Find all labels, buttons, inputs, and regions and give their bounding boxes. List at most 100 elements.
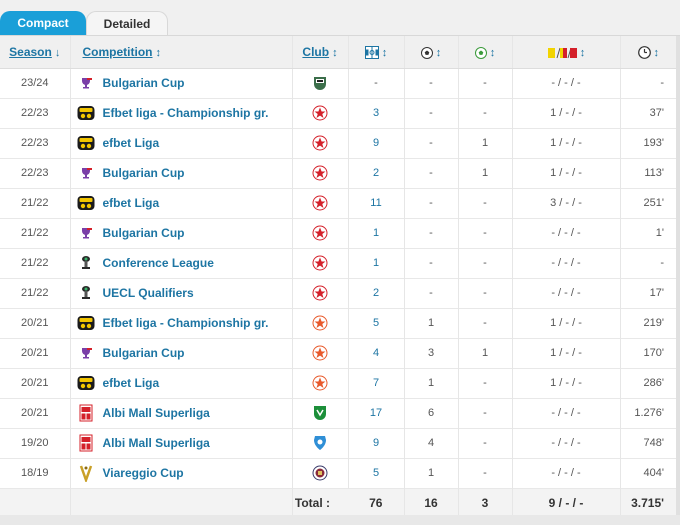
club-logo-gray-icon[interactable] bbox=[312, 75, 328, 91]
cards-cell: 1 / - / - bbox=[512, 368, 621, 398]
goals-cell: 4 bbox=[404, 428, 459, 458]
competition-link[interactable]: Albi Mall Superliga bbox=[102, 406, 210, 420]
tab-detailed[interactable]: Detailed bbox=[86, 11, 168, 36]
scroll-edge bbox=[676, 36, 680, 516]
appearances-cell[interactable]: 17 bbox=[348, 398, 405, 428]
club-logo-red-icon[interactable] bbox=[312, 135, 328, 151]
competition-link[interactable]: Viareggio Cup bbox=[102, 466, 184, 480]
competition-link[interactable]: Bulgarian Cup bbox=[102, 76, 185, 90]
assists-cell: - bbox=[458, 458, 513, 488]
appearances-cell[interactable]: 3 bbox=[348, 98, 405, 128]
competition-link[interactable]: Conference League bbox=[102, 256, 214, 270]
total-minutes: 3.715' bbox=[631, 496, 664, 511]
assists-cell: 1 bbox=[458, 338, 513, 368]
efbet-icon[interactable] bbox=[77, 104, 95, 122]
tab-compact[interactable]: Compact bbox=[0, 11, 86, 36]
header-season[interactable]: Season ↓ bbox=[0, 36, 71, 69]
efbet-icon[interactable] bbox=[77, 194, 95, 212]
appearances-cell[interactable]: 2 bbox=[348, 278, 405, 308]
competition-link[interactable]: efbet Liga bbox=[102, 376, 160, 390]
header-assists[interactable]: ↕ bbox=[458, 36, 513, 69]
cards-cell: - / - / - bbox=[512, 458, 621, 488]
header-appearances[interactable]: ↕ bbox=[348, 36, 405, 69]
club-cell bbox=[292, 308, 349, 338]
appearances-cell[interactable]: 9 bbox=[348, 128, 405, 158]
minutes-cell: 748' bbox=[643, 437, 664, 449]
cup-icon[interactable] bbox=[77, 224, 95, 242]
club-logo-red-icon[interactable] bbox=[312, 195, 328, 211]
goals-cell: 1 bbox=[404, 308, 459, 338]
efbet-icon[interactable] bbox=[77, 134, 95, 152]
albi-icon[interactable] bbox=[77, 434, 95, 452]
header-club[interactable]: Club ↕ bbox=[292, 36, 349, 69]
season-cell: 20/21 bbox=[0, 338, 71, 368]
sort-icon: ↕ bbox=[653, 46, 660, 59]
club-logo-red-icon[interactable] bbox=[312, 165, 328, 181]
appearances-cell[interactable]: 1 bbox=[348, 248, 405, 278]
competition-link[interactable]: Bulgarian Cup bbox=[102, 166, 185, 180]
cards-cell: 1 / - / - bbox=[512, 158, 621, 188]
competition-link[interactable]: UECL Qualifiers bbox=[102, 286, 194, 300]
club-logo-red-icon[interactable] bbox=[312, 105, 328, 121]
club-cell bbox=[292, 278, 349, 308]
assists-cell: - bbox=[458, 398, 513, 428]
club-logo-orange-icon[interactable] bbox=[312, 375, 328, 391]
header-cards[interactable]: ↕ bbox=[512, 36, 621, 69]
cup-icon[interactable] bbox=[77, 164, 95, 182]
club-logo-orange-icon[interactable] bbox=[312, 315, 328, 331]
appearances-cell[interactable]: 11 bbox=[348, 188, 405, 218]
season-cell: 22/23 bbox=[0, 158, 71, 188]
table-row: 21/22 efbet Liga 11- -3 / - / -251' bbox=[0, 188, 676, 218]
club-logo-green-icon[interactable] bbox=[312, 405, 328, 421]
appearances-cell[interactable]: 4 bbox=[348, 338, 405, 368]
header-goals[interactable]: ↕ bbox=[404, 36, 459, 69]
minutes-cell: 1' bbox=[655, 227, 664, 239]
competition-link[interactable]: Bulgarian Cup bbox=[102, 346, 185, 360]
appearances-cell[interactable]: 9 bbox=[348, 428, 405, 458]
club-cell bbox=[292, 338, 349, 368]
competition-link[interactable]: Albi Mall Superliga bbox=[102, 436, 210, 450]
club-cell bbox=[292, 458, 349, 488]
club-logo-blue-icon[interactable] bbox=[312, 435, 328, 451]
club-cell bbox=[292, 158, 349, 188]
appearances-cell[interactable]: 7 bbox=[348, 368, 405, 398]
goals-cell: - bbox=[404, 68, 459, 98]
assists-cell: - bbox=[458, 68, 513, 98]
club-logo-orange-icon[interactable] bbox=[312, 345, 328, 361]
trophy-icon[interactable] bbox=[77, 284, 95, 302]
header-minutes[interactable]: ↕ bbox=[620, 36, 676, 69]
tab-divider bbox=[0, 35, 680, 36]
cards-cell: - / - / - bbox=[512, 278, 621, 308]
club-logo-red-icon[interactable] bbox=[312, 225, 328, 241]
appearances-cell[interactable]: 1 bbox=[348, 218, 405, 248]
viareggio-icon[interactable] bbox=[77, 464, 95, 484]
table-row: 22/23 efbet Liga 9-1 1 / - / - 193' bbox=[0, 128, 676, 158]
competition-link[interactable]: efbet Liga bbox=[102, 196, 160, 210]
club-cell bbox=[292, 398, 349, 428]
competition-link[interactable]: Efbet liga - Championship gr. bbox=[102, 316, 269, 330]
competition-link[interactable]: efbet Liga bbox=[102, 136, 160, 150]
efbet-icon[interactable] bbox=[77, 314, 95, 332]
goals-cell: 1 bbox=[404, 368, 459, 398]
appearances-cell[interactable]: 5 bbox=[348, 308, 405, 338]
competition-cell: Conference League bbox=[70, 248, 293, 278]
header-competition[interactable]: Competition ↕ bbox=[70, 36, 293, 69]
competition-link[interactable]: Bulgarian Cup bbox=[102, 226, 185, 240]
competition-link[interactable]: Efbet liga - Championship gr. bbox=[102, 106, 269, 120]
totals-row: Total : 76 16 3 9 / - / - 3.715' bbox=[0, 488, 676, 518]
assists-cell: - bbox=[458, 218, 513, 248]
appearances-cell[interactable]: 5 bbox=[348, 458, 405, 488]
competition-cell: Bulgarian Cup bbox=[70, 68, 293, 98]
table-row: 21/22 UECL Qualifiers 2- - - / - / -17' bbox=[0, 278, 676, 308]
trophy-icon[interactable] bbox=[77, 254, 95, 272]
cup-icon[interactable] bbox=[77, 344, 95, 362]
club-logo-red-icon[interactable] bbox=[312, 285, 328, 301]
club-logo-red-icon[interactable] bbox=[312, 255, 328, 271]
header-club-label: Club bbox=[302, 44, 330, 59]
club-logo-crest-icon[interactable] bbox=[312, 465, 328, 481]
albi-icon[interactable] bbox=[77, 404, 95, 422]
appearances-cell[interactable]: 2 bbox=[348, 158, 405, 188]
header-season-label: Season bbox=[9, 44, 52, 59]
efbet-icon[interactable] bbox=[77, 374, 95, 392]
cup-icon[interactable] bbox=[77, 74, 95, 92]
